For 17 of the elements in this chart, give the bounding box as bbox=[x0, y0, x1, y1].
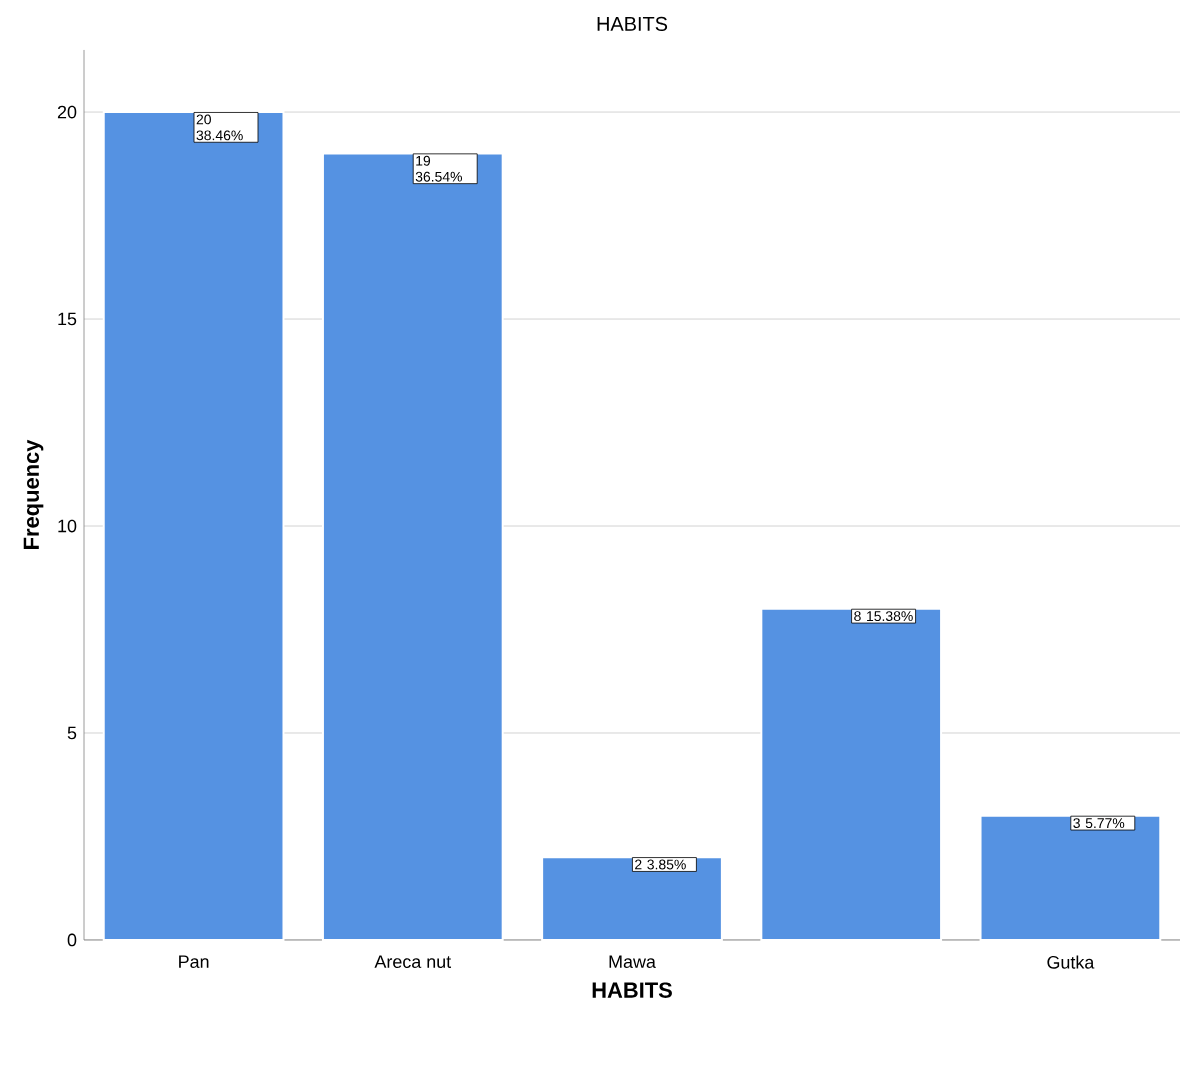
bar bbox=[321, 152, 504, 941]
bar bbox=[541, 856, 723, 941]
chart-title: HABITS bbox=[597, 16, 668, 31]
x-tick-label: Pan bbox=[179, 955, 209, 969]
y-tick-label: 5 bbox=[67, 726, 77, 740]
bar bbox=[102, 111, 285, 941]
y-tick-label: 20 bbox=[57, 105, 77, 119]
x-tick-label: Mawa bbox=[609, 955, 656, 969]
y-tick-label: 10 bbox=[58, 519, 77, 533]
bar bbox=[979, 814, 1162, 941]
y-tick-label: 0 bbox=[67, 933, 77, 947]
x-axis-title: HABITS bbox=[592, 982, 672, 998]
x-tick-label: Gutka bbox=[1047, 955, 1095, 969]
x-tick-label: Areca nut bbox=[374, 955, 452, 969]
y-axis-title: Frequency bbox=[23, 439, 44, 549]
bar bbox=[760, 607, 943, 941]
y-tick-label: 15 bbox=[58, 312, 77, 326]
